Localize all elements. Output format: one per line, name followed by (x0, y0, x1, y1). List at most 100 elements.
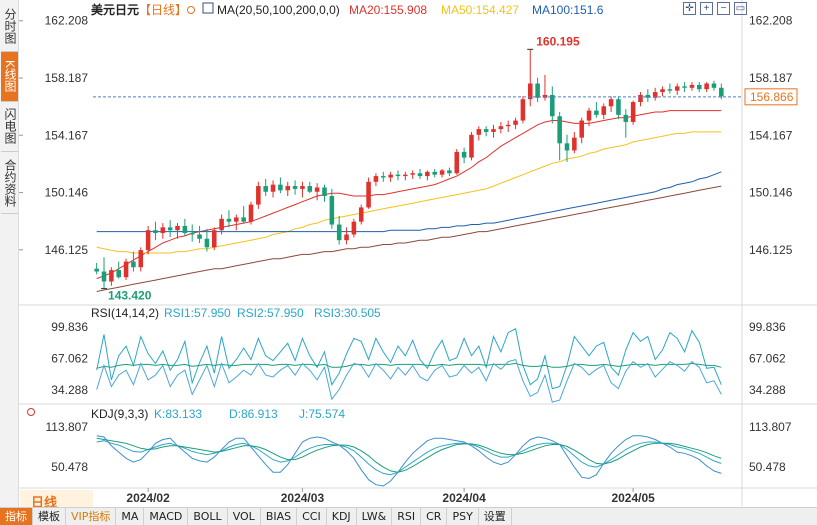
candle-body[interactable] (674, 86, 680, 91)
sidebar-tab-3[interactable]: 合约资料 (1, 152, 18, 214)
candle-body[interactable] (491, 129, 496, 132)
settings-dot-icon[interactable] (187, 6, 195, 14)
candle-body[interactable] (682, 86, 687, 88)
candle-body[interactable] (292, 186, 298, 189)
candle-body[interactable] (395, 174, 401, 177)
sidebar-tab-2[interactable]: 闪电图 (1, 100, 18, 152)
candle-body[interactable] (454, 151, 460, 174)
candle-body[interactable] (381, 176, 386, 178)
candle-body[interactable] (652, 92, 658, 98)
candle-body[interactable] (94, 268, 99, 272)
candle-body[interactable] (322, 187, 327, 197)
candle-body[interactable] (483, 129, 489, 132)
chart-type-icon[interactable] (202, 2, 214, 14)
candle-body[interactable] (469, 134, 474, 158)
candle-body[interactable] (248, 204, 254, 222)
bottom-tab-kdj[interactable]: KDJ (327, 508, 357, 525)
candle-body[interactable] (586, 110, 592, 121)
candle-body[interactable] (263, 186, 268, 192)
candle-body[interactable] (476, 129, 482, 135)
bottom-tab-vol[interactable]: VOL (228, 508, 261, 525)
candle-body[interactable] (557, 116, 562, 144)
candle-body[interactable] (564, 143, 570, 151)
candle-body[interactable] (432, 171, 437, 175)
candle-body[interactable] (241, 217, 246, 222)
candle-body[interactable] (550, 94, 555, 117)
candle-body[interactable] (226, 218, 232, 222)
candle-body[interactable] (300, 186, 305, 189)
candle-body[interactable] (278, 184, 283, 191)
bottom-tab-[interactable]: 指标 (0, 508, 33, 525)
candle-body[interactable] (344, 234, 349, 241)
candle-body[interactable] (182, 225, 188, 234)
candle-body[interactable] (630, 102, 636, 122)
crosshair-icon[interactable]: ✛ (683, 2, 696, 15)
bottom-tab-macd[interactable]: MACD (144, 508, 189, 525)
candle-body[interactable] (204, 238, 210, 248)
bottom-tab-[interactable]: 模板 (33, 508, 66, 525)
candle-body[interactable] (307, 186, 313, 192)
candle-body[interactable] (579, 120, 584, 138)
candle-body[interactable] (138, 250, 144, 268)
candle-body[interactable] (645, 94, 651, 98)
bottom-tab-psy[interactable]: PSY (447, 508, 479, 525)
candle-body[interactable] (608, 99, 614, 107)
candle-body[interactable] (175, 225, 180, 231)
bottom-tab-cr[interactable]: CR (421, 508, 448, 525)
shrink-icon[interactable]: − (717, 2, 730, 15)
bottom-tab-vip[interactable]: VIP指标 (66, 508, 117, 525)
candle-body[interactable] (153, 230, 158, 234)
candle-body[interactable] (388, 174, 393, 178)
candle-body[interactable] (439, 170, 445, 175)
candle-body[interactable] (373, 176, 379, 182)
candle-body[interactable] (189, 233, 195, 235)
candle-body[interactable] (131, 261, 136, 268)
candle-body[interactable] (417, 173, 423, 177)
bottom-tab-cci[interactable]: CCI (297, 508, 327, 525)
candle-body[interactable] (425, 171, 430, 177)
candle-body[interactable] (145, 230, 151, 251)
candle-body[interactable] (358, 207, 364, 222)
candle-body[interactable] (336, 224, 342, 241)
candle-body[interactable] (697, 84, 702, 90)
bottom-tab-bias[interactable]: BIAS (261, 508, 298, 525)
candle-body[interactable] (616, 99, 621, 115)
expand-icon[interactable]: + (700, 2, 713, 15)
kdj-settings-icon[interactable] (27, 408, 35, 416)
candle-body[interactable] (704, 83, 709, 90)
bottom-tab-ma[interactable]: MA (116, 508, 145, 525)
candle-body[interactable] (160, 227, 166, 234)
candle-body[interactable] (285, 186, 291, 191)
candle-body[interactable] (123, 261, 129, 278)
bottom-tab-lw[interactable]: LW& (357, 508, 393, 525)
chart-svg[interactable]: RSI(14,14,2) RSI1:57.950 RSI2:57.950 RSI3:3… (19, 0, 817, 507)
candle-body[interactable] (366, 181, 371, 208)
candle-body[interactable] (527, 83, 533, 100)
candle-body[interactable] (329, 196, 335, 225)
candle-body[interactable] (461, 151, 467, 158)
candle-body[interactable] (520, 99, 526, 121)
candle-body[interactable] (101, 271, 107, 282)
candle-body[interactable] (660, 89, 665, 93)
bottom-tab-rsi[interactable]: RSI (392, 508, 422, 525)
candle-body[interactable] (410, 173, 415, 175)
candle-body[interactable] (314, 187, 320, 192)
candle-body[interactable] (211, 230, 217, 248)
bottom-tab-boll[interactable]: BOLL (188, 508, 228, 525)
candle-body[interactable] (719, 87, 724, 97)
candle-body[interactable] (197, 234, 202, 239)
candle-body[interactable] (601, 106, 607, 115)
candle-body[interactable] (711, 83, 717, 88)
fullscreen-icon[interactable]: ▭ (734, 2, 747, 15)
candle-body[interactable] (234, 217, 239, 222)
candle-body[interactable] (498, 126, 504, 130)
bottom-tab-[interactable]: 设置 (479, 508, 512, 525)
candle-body[interactable] (572, 137, 577, 151)
candle-body[interactable] (594, 110, 599, 115)
candle-body[interactable] (638, 94, 643, 103)
candle-body[interactable] (623, 114, 629, 122)
candle-body[interactable] (109, 270, 114, 282)
candle-body[interactable] (447, 170, 452, 174)
candle-body[interactable] (689, 84, 695, 88)
sidebar-tab-1[interactable]: K线图 (1, 52, 18, 102)
